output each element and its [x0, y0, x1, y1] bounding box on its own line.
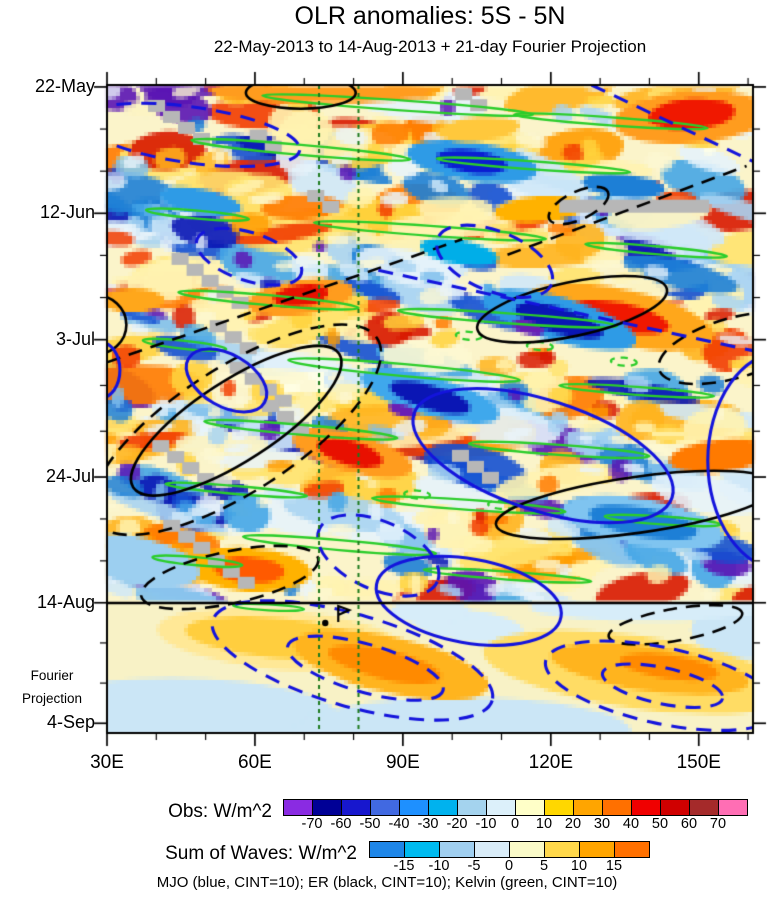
y-tick-label: 14-Aug: [36, 591, 95, 612]
colorbar-tick-label: 0: [510, 816, 520, 832]
colorbar-cell: [545, 800, 574, 815]
colorbar-cell: [632, 800, 661, 815]
colorbar-tick-label: 20: [564, 816, 582, 832]
colorbar-tick-label: 70: [709, 816, 727, 832]
colorbar-cell: [516, 800, 545, 815]
y-tick-label: 22-May: [34, 75, 95, 96]
x-tick-label: 90E: [385, 752, 420, 773]
x-tick-label: 150E: [676, 752, 721, 773]
colorbar-cell: [400, 800, 429, 815]
colorbar-cell: [458, 800, 487, 815]
y-tick-label: 3-Jul: [55, 328, 95, 349]
colorbar-tick-label: 10: [535, 816, 553, 832]
colorbar-tick-label: 60: [680, 816, 698, 832]
wave-legend-caption: MJO (blue, CINT=10); ER (black, CINT=10)…: [156, 874, 618, 891]
colorbar-cell: [371, 800, 400, 815]
y-tick-label: 4-Sep: [46, 712, 95, 733]
colorbar-cell: [580, 842, 615, 857]
page-title: OLR anomalies: 5S - 5N: [294, 2, 566, 30]
colorbar-tick-label: 10: [570, 858, 588, 874]
colorbar-cell: [510, 842, 545, 857]
colorbar-tick-label: 5: [539, 858, 549, 874]
fourier-note-line2: Projection: [21, 691, 83, 706]
colorbar-cell: [440, 842, 475, 857]
y-tick-label: 24-Jul: [45, 466, 95, 487]
hovmoller-plot-canvas: [0, 0, 774, 768]
colorbar-tick-label: -30: [417, 816, 439, 832]
colorbar-cell: [574, 800, 603, 815]
colorbar-tick-label: 40: [622, 816, 640, 832]
colorbar-tick-label: -50: [359, 816, 381, 832]
obs-colorbar-label: Obs: W/m^2: [168, 801, 272, 822]
x-tick-label: 60E: [238, 752, 272, 773]
plot-subtitle: 22-May-2013 to 14-Aug-2013 + 21-day Four…: [213, 37, 647, 56]
colorbar-cell: [342, 800, 371, 815]
waves-colorbar: [369, 841, 650, 858]
waves-colorbar-label: Sum of Waves: W/m^2: [165, 843, 357, 864]
x-tick-label: 120E: [528, 752, 573, 773]
colorbar-cell: [545, 842, 580, 857]
x-tick-label: 30E: [90, 752, 124, 773]
colorbar-tick-label: -20: [446, 816, 468, 832]
colorbar-tick-label: -10: [475, 816, 497, 832]
colorbar-tick-label: 15: [605, 858, 623, 874]
colorbar-cell: [719, 800, 747, 815]
colorbar-tick-label: -10: [428, 858, 450, 874]
colorbar-cell: [313, 800, 342, 815]
colorbar-cell: [615, 842, 649, 857]
colorbar-tick-label: -70: [301, 816, 323, 832]
colorbar-tick-label: 50: [651, 816, 669, 832]
obs-colorbar: [283, 799, 748, 816]
colorbar-tick-label: -5: [467, 858, 481, 874]
colorbar-cell: [475, 842, 510, 857]
colorbar-cell: [284, 800, 313, 815]
colorbar-cell: [690, 800, 719, 815]
colorbar-cell: [405, 842, 440, 857]
colorbar-tick-label: -15: [393, 858, 415, 874]
colorbar-cell: [603, 800, 632, 815]
colorbar-tick-label: -60: [330, 816, 352, 832]
colorbar-cell: [487, 800, 516, 815]
colorbar-tick-label: 0: [504, 858, 514, 874]
colorbar-cell: [429, 800, 458, 815]
y-tick-label: 12-Jun: [39, 202, 95, 223]
colorbar-tick-label: -40: [388, 816, 410, 832]
colorbar-tick-label: 30: [593, 816, 611, 832]
colorbar-cell: [370, 842, 405, 857]
colorbar-cell: [661, 800, 690, 815]
fourier-note-line1: Fourier: [30, 668, 74, 683]
